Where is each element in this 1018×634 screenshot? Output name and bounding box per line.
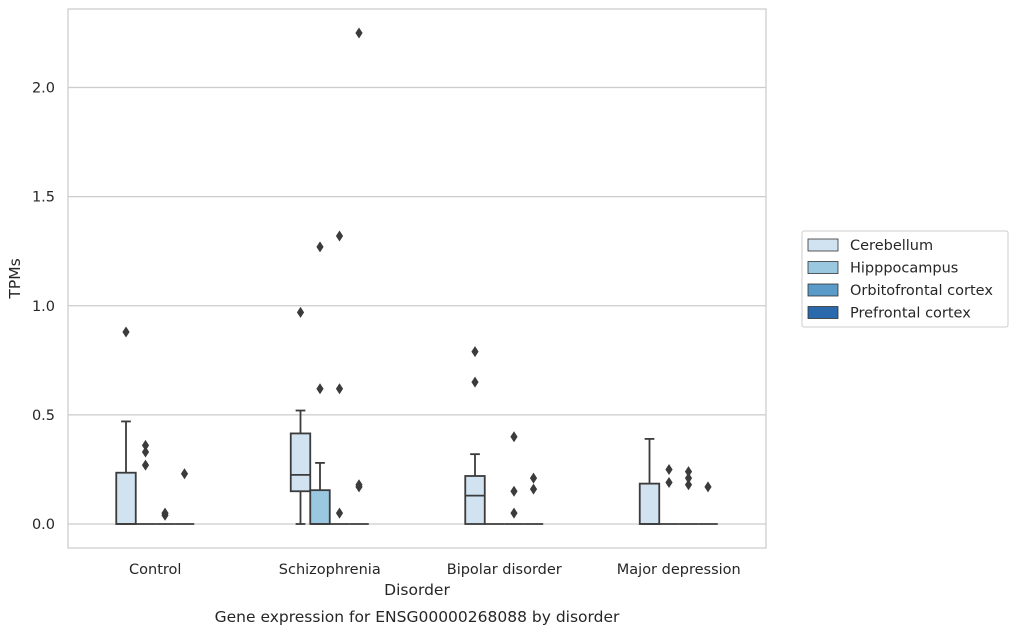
legend-frame: [801, 230, 1009, 328]
legend-item: Hipppocampus: [807, 261, 958, 277]
legend-swatch: [807, 261, 839, 274]
legend-label: Orbitofrontal cortex: [850, 283, 993, 299]
legend-item: Prefrontal cortex: [807, 306, 971, 322]
outlier-point: [684, 466, 693, 478]
outlier-point: [684, 472, 693, 484]
legend-swatch: [807, 238, 839, 252]
chart-caption: Gene expression for ENSG00000268088 by d…: [215, 608, 620, 626]
y-axis-label: TPMs: [6, 258, 24, 299]
outlier-point: [180, 468, 189, 480]
y-tick-labels: 0.0 0.5 1.0 1.5 2.0: [32, 81, 55, 533]
x-axis-label: Disorder: [384, 581, 450, 599]
legend-item: Cerebellum: [807, 238, 933, 254]
outlier-point: [471, 346, 479, 358]
outlier-point: [529, 472, 538, 484]
box-cerebellum: [289, 409, 312, 525]
y-tick-label: 1.5: [32, 190, 55, 206]
outlier-point: [316, 383, 324, 395]
outlier-point: [335, 383, 344, 395]
outlier-point: [141, 459, 150, 471]
box-cerebellum: [115, 420, 137, 525]
outlier-point: [704, 481, 712, 493]
x-tick-label: Bipolar disorder: [447, 562, 562, 578]
y-tick-label: 0.0: [32, 517, 55, 533]
outlier-point: [510, 485, 518, 497]
y-tick-label: 1.0: [32, 299, 55, 315]
legend-swatch: [807, 283, 839, 297]
outlier-point: [510, 431, 518, 443]
legend-swatch: [807, 306, 839, 319]
outlier-point: [665, 463, 673, 475]
outlier-point: [684, 479, 693, 491]
outlier-point: [316, 241, 324, 253]
outlier-point: [141, 439, 150, 451]
legend-item: Orbitofrontal cortex: [807, 283, 993, 299]
box-cerebellum: [638, 437, 661, 525]
outlier-points: [122, 27, 712, 521]
y-tick-label: 2.0: [32, 81, 55, 97]
outlier-point: [355, 479, 363, 491]
outlier-point: [529, 483, 538, 495]
legend-label: Cerebellum: [850, 238, 933, 254]
grid-lines: [68, 86, 766, 525]
boxes: [115, 409, 718, 525]
legend-label: Prefrontal cortex: [850, 306, 971, 322]
x-tick-labels: Control Schizophrenia Bipolar disorder Majo…: [129, 562, 741, 578]
box-hipppocampus: [309, 461, 331, 525]
outlier-point: [141, 446, 150, 458]
plot-frame: [67, 8, 767, 549]
y-tick-label: 0.5: [32, 408, 55, 424]
outlier-point: [510, 507, 518, 519]
outlier-point: [122, 326, 130, 338]
box-cerebellum: [464, 453, 486, 525]
outlier-point: [665, 477, 673, 489]
x-tick-label: Schizophrenia: [279, 562, 381, 578]
x-tick-label: Major depression: [617, 562, 741, 578]
outlier-point: [355, 27, 363, 39]
outlier-point: [296, 306, 305, 318]
outlier-point: [335, 230, 344, 242]
legend: Cerebellum Hipppocampus Orbitofrontal cort…: [801, 230, 1009, 328]
outlier-point: [335, 507, 344, 519]
outlier-point: [471, 376, 479, 388]
outlier-point: [161, 507, 169, 519]
x-tick-label: Control: [129, 562, 181, 578]
legend-label: Hipppocampus: [850, 261, 958, 277]
